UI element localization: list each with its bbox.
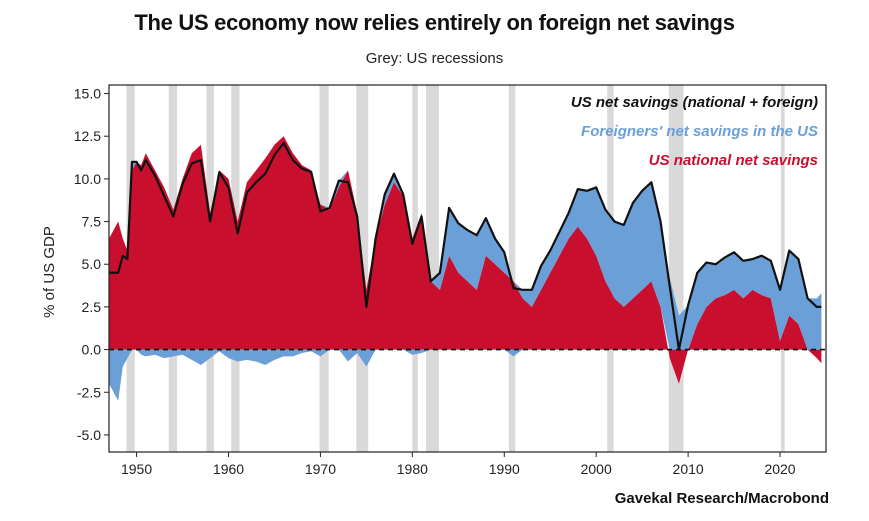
y-tick-label-2: 10.0 bbox=[74, 171, 101, 187]
area-foreign-negative bbox=[109, 349, 822, 401]
legend: US net savings (national + foreign) Forei… bbox=[571, 94, 818, 169]
y-tick-label-4: 5.0 bbox=[82, 256, 102, 272]
y-tick-label-7: -2.5 bbox=[77, 384, 101, 400]
source-label: Gavekal Research/Macrobond bbox=[614, 490, 829, 507]
x-tick-label-3: 1980 bbox=[397, 461, 428, 477]
area-national bbox=[109, 136, 822, 384]
y-axis: 15.0 12.5 10.0 7.5 5.0 2.5 0.0 -2.5 -5.0 bbox=[74, 86, 109, 443]
recession-band-11 bbox=[780, 85, 785, 452]
area-foreign-positive bbox=[109, 136, 822, 350]
recession-band-7 bbox=[426, 85, 440, 452]
y-axis-label: % of US GDP bbox=[41, 226, 58, 318]
chart-title: The US economy now relies entirely on fo… bbox=[134, 10, 735, 35]
y-tick-label-5: 2.5 bbox=[82, 299, 102, 315]
y-tick-label-3: 7.5 bbox=[82, 214, 102, 230]
y-tick-label-1: 12.5 bbox=[74, 128, 101, 144]
recession-band-10 bbox=[668, 85, 684, 452]
x-tick-label-6: 2010 bbox=[673, 461, 704, 477]
legend-entry-0: US net savings (national + foreign) bbox=[571, 94, 818, 111]
legend-entry-2: US national net savings bbox=[649, 152, 818, 169]
x-tick-label-2: 1970 bbox=[305, 461, 336, 477]
chart-subtitle: Grey: US recessions bbox=[365, 50, 504, 67]
y-tick-label-6: 0.0 bbox=[82, 342, 102, 358]
x-tick-label-7: 2020 bbox=[764, 461, 795, 477]
x-tick-label-0: 1950 bbox=[121, 461, 152, 477]
legend-entry-1: Foreigners' net savings in the US bbox=[581, 123, 818, 140]
series-line-total bbox=[109, 141, 822, 351]
x-tick-label-4: 1990 bbox=[489, 461, 520, 477]
y-tick-label-0: 15.0 bbox=[74, 86, 101, 102]
plot-frame bbox=[108, 84, 827, 453]
y-tick-label-8: -5.0 bbox=[77, 427, 101, 443]
x-axis: 1950 1960 1970 1980 1990 2000 2010 2020 bbox=[121, 452, 796, 477]
area-layer bbox=[109, 136, 822, 401]
recession-band-8 bbox=[508, 85, 516, 452]
x-tick-label-1: 1960 bbox=[213, 461, 244, 477]
x-tick-label-5: 2000 bbox=[581, 461, 612, 477]
